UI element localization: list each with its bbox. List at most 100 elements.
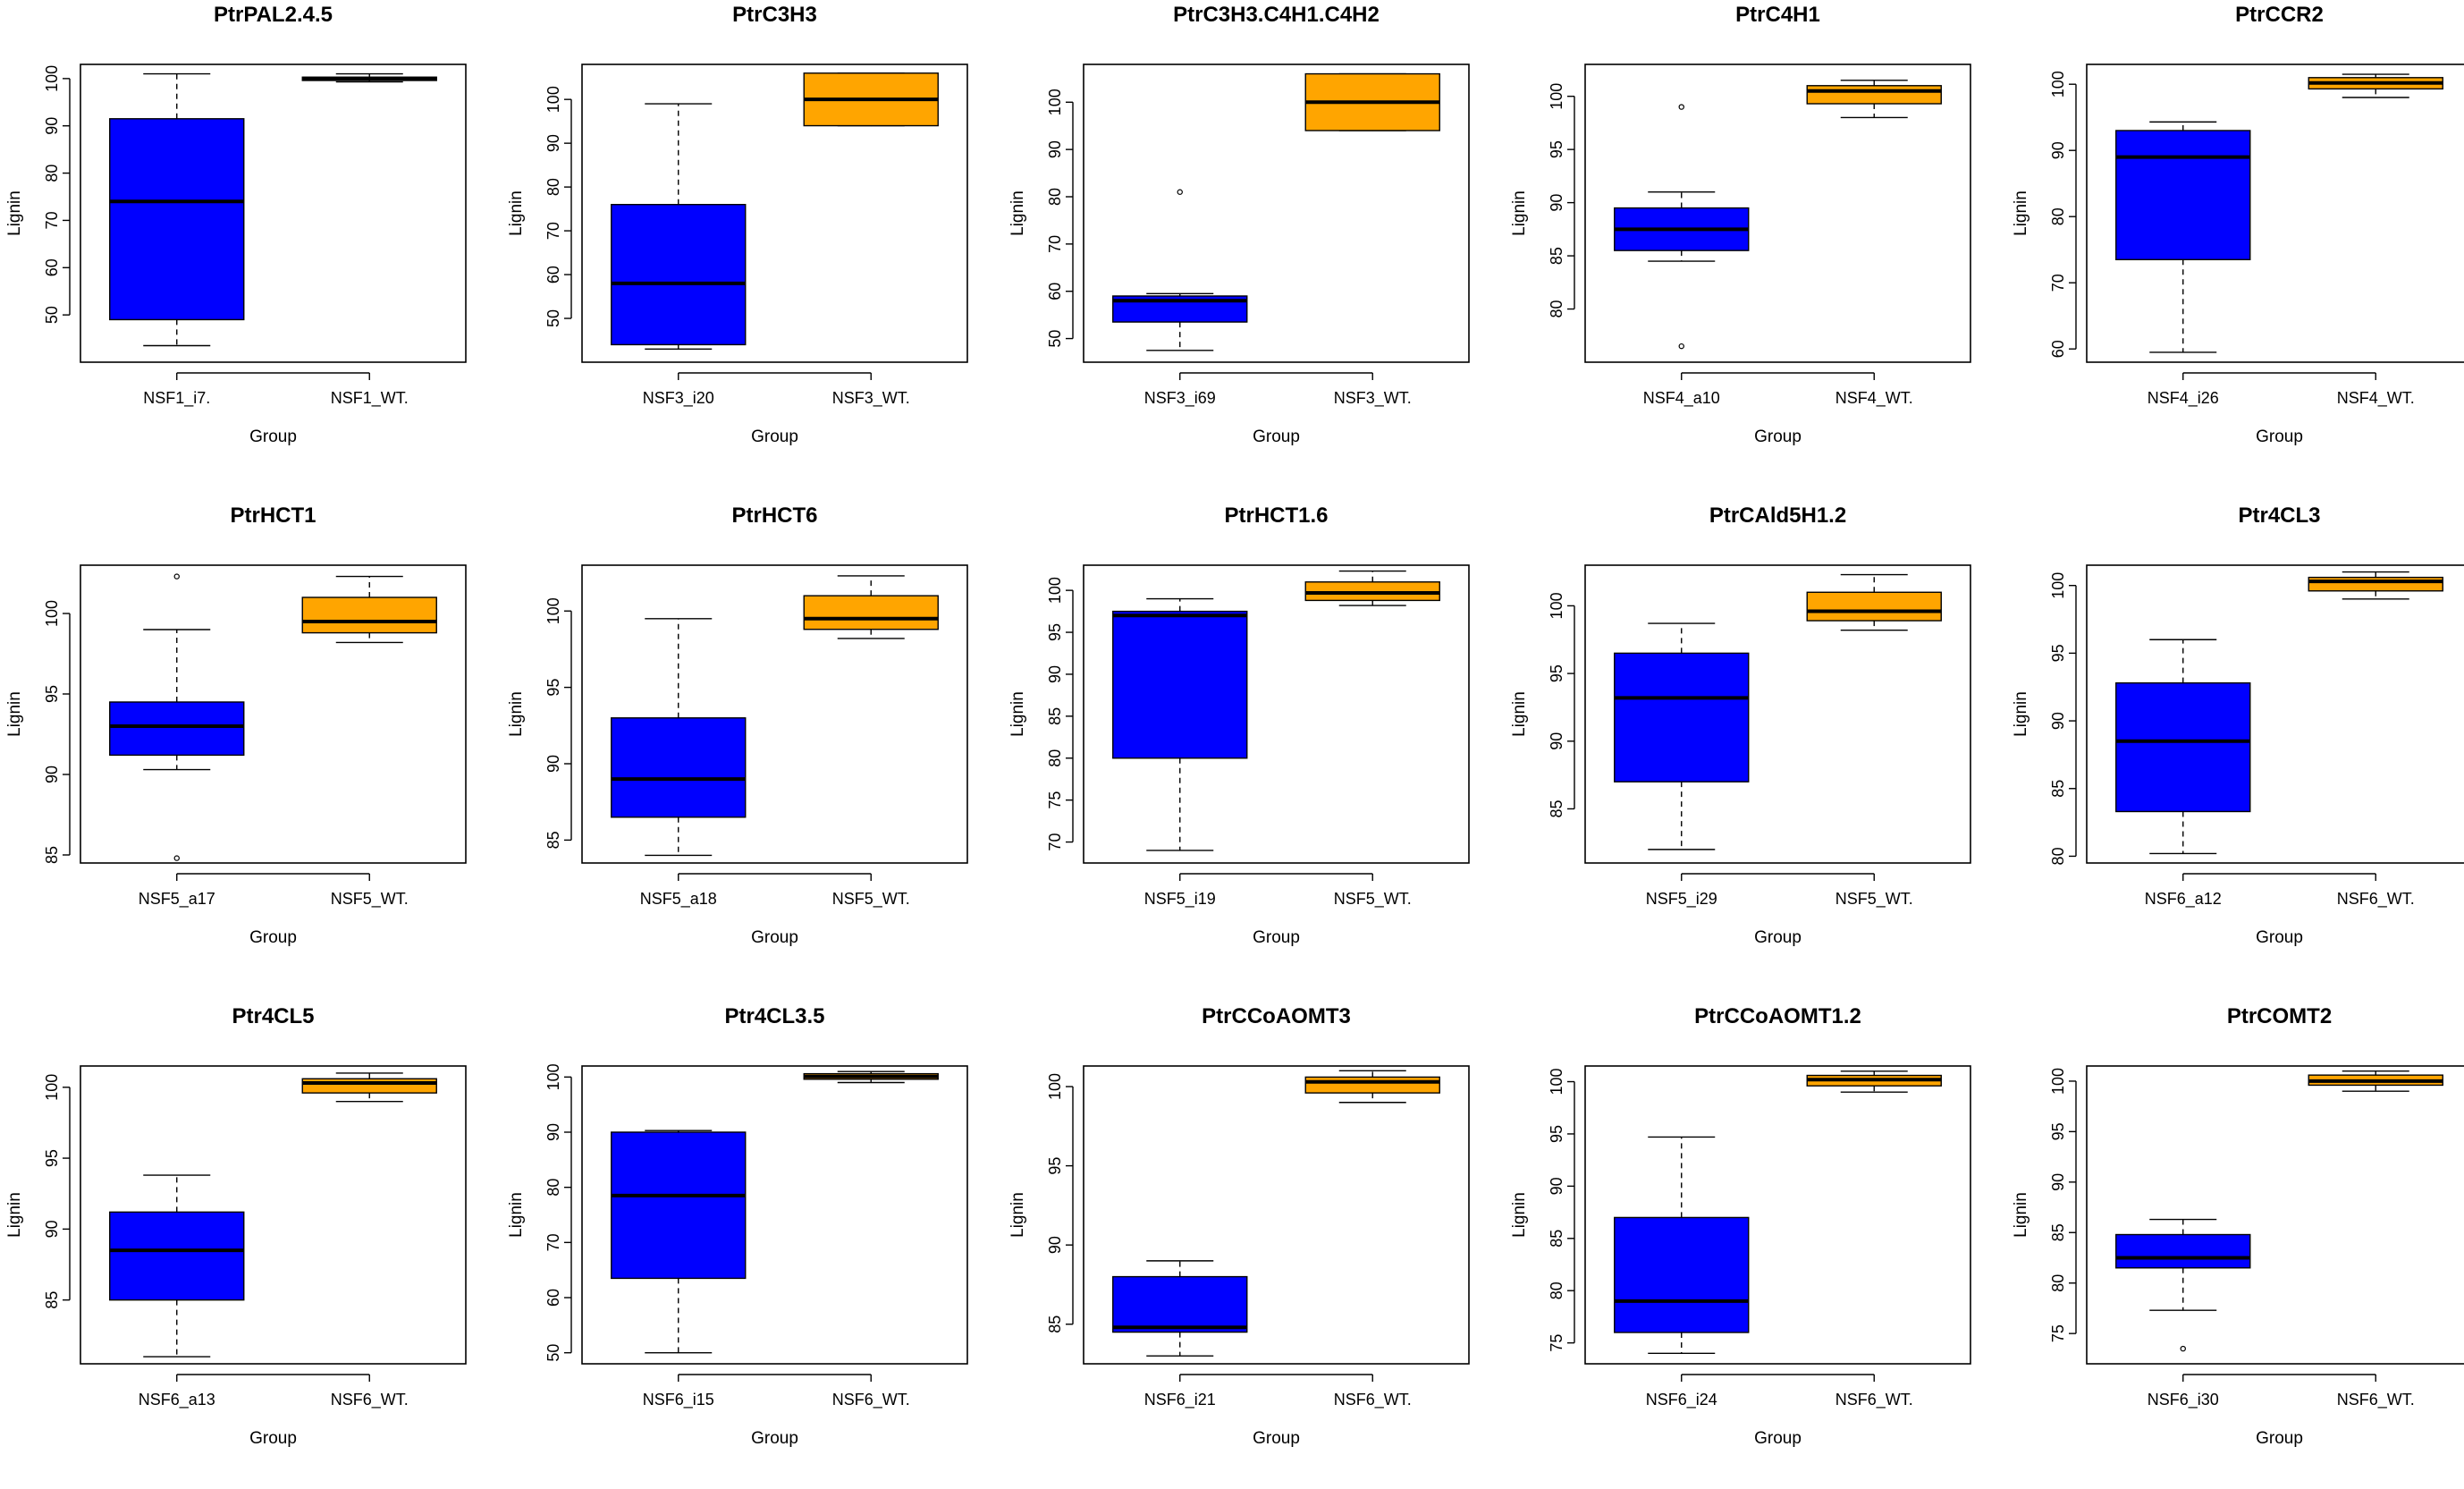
mutant-box [611, 103, 747, 351]
x-tick-label: NSF6_WT. [832, 1391, 910, 1409]
mutant-box [109, 72, 245, 347]
y-axis-label: Lignin [1510, 190, 1529, 236]
x-tick-label: NSF6_i21 [1144, 1391, 1216, 1409]
iqr-box [1806, 591, 1942, 622]
y-tick-label: 100 [1548, 592, 1565, 619]
mutant-box [611, 1129, 747, 1354]
plot-frame [80, 564, 467, 864]
x-tick-label: NSF3_i20 [643, 389, 714, 408]
y-tick-label: 90 [544, 134, 562, 152]
x-axis-label: Group [751, 427, 798, 446]
mutant-box [1614, 104, 1750, 350]
iqr-box [2308, 576, 2443, 592]
x-axis-label: Group [1253, 928, 1300, 947]
y-tick-label: 70 [2049, 274, 2067, 292]
chart-title: Ptr4CL3 [2238, 503, 2320, 528]
y-tick-label: 80 [544, 178, 562, 196]
boxplot-svg: PtrC3H3 50 60 70 80 90 100 Lignin NSF3_i20 NSF3_W… [507, 3, 968, 446]
boxplot-grid: PtrPAL2.4.5 50 60 70 80 90 100 Lignin NSF1_i7. NS… [5, 0, 2464, 1448]
chart-title: PtrCAld5H1.2 [1709, 503, 1846, 528]
chart-panel: PtrCAld5H1.2 85 90 95 100 Lignin NSF5_i29 NSF5_… [1505, 501, 2006, 988]
wildtype-box [803, 1070, 939, 1084]
y-tick-label: 85 [1548, 247, 1565, 265]
mutant-box [611, 618, 747, 857]
wildtype-box [301, 1072, 437, 1103]
plot-frame [2086, 63, 2464, 363]
x-tick-label: NSF6_WT. [2337, 1391, 2415, 1409]
y-tick-label: 80 [43, 165, 61, 182]
chart-title: Ptr4CL3.5 [724, 1004, 824, 1028]
plot-frame [80, 1065, 467, 1365]
iqr-box [1112, 610, 1248, 759]
chart-title: PtrPAL2.4.5 [214, 3, 333, 27]
boxplot-svg: Ptr4CL3.5 50 60 70 80 90 100 Lignin NSF6_i15 NSF6… [507, 1004, 968, 1448]
y-axis-label: Lignin [507, 190, 526, 236]
y-tick-label: 80 [2049, 207, 2067, 225]
plot-frame [581, 1065, 968, 1365]
y-tick-label: 90 [544, 1123, 562, 1141]
y-axis-label: Lignin [2012, 1192, 2030, 1238]
x-tick-label: NSF6_i15 [643, 1391, 714, 1409]
y-tick-label: 95 [1046, 1157, 1064, 1175]
y-tick-label: 85 [43, 846, 61, 864]
iqr-box [611, 204, 747, 346]
boxplot-svg: Ptr4CL5 85 90 95 100 Lignin NSF6_a13 NSF6_WT. Gr… [5, 1004, 467, 1448]
chart-panel: PtrC3H3 50 60 70 80 90 100 Lignin NSF3_i20 NSF3_W… [502, 0, 1003, 487]
y-tick-label: 100 [2049, 572, 2067, 599]
y-tick-label: 90 [1548, 1177, 1565, 1195]
chart-title: PtrHCT6 [731, 503, 817, 528]
y-tick-label: 75 [1548, 1334, 1565, 1352]
mutant-box [2115, 121, 2251, 353]
y-tick-label: 100 [1046, 1073, 1064, 1100]
chart-title: PtrHCT1 [230, 503, 316, 528]
plot-frame [1584, 564, 1971, 864]
plot-frame [581, 63, 968, 363]
outlier-point [1678, 343, 1684, 350]
mutant-box [1112, 597, 1248, 851]
iqr-box [109, 1211, 245, 1301]
chart-title: Ptr4CL5 [232, 1004, 314, 1028]
y-tick-label: 100 [1548, 1069, 1565, 1096]
x-tick-label: NSF3_WT. [1334, 389, 1412, 408]
boxplot-svg: PtrHCT1.6 70 75 80 85 90 95 100 Lignin NSF5_i19 NS… [1008, 503, 1470, 947]
y-tick-label: 95 [1046, 623, 1064, 641]
y-tick-label: 85 [43, 1291, 61, 1309]
x-tick-label: NSF5_i29 [1646, 890, 1717, 909]
y-tick-label: 60 [544, 1289, 562, 1307]
x-tick-label: NSF5_WT. [1835, 890, 1913, 909]
x-tick-label: NSF6_i24 [1646, 1391, 1717, 1409]
y-axis-label: Lignin [5, 1192, 24, 1238]
y-tick-label: 100 [43, 600, 61, 627]
chart-panel: PtrHCT1.6 70 75 80 85 90 95 100 Lignin NSF5_i19 NS… [1003, 501, 1505, 988]
iqr-box [803, 595, 939, 630]
y-tick-label: 90 [2049, 712, 2067, 730]
outlier-point [173, 573, 180, 580]
y-tick-label: 75 [1046, 791, 1064, 809]
wildtype-box [1304, 570, 1440, 606]
x-axis-label: Group [249, 928, 297, 947]
y-tick-label: 100 [1046, 89, 1064, 115]
y-axis-label: Lignin [1510, 691, 1529, 737]
y-tick-label: 100 [2049, 71, 2067, 97]
y-tick-label: 100 [544, 86, 562, 113]
x-tick-label: NSF5_WT. [832, 890, 910, 909]
chart-panel: Ptr4CL5 85 90 95 100 Lignin NSF6_a13 NSF6_WT. Gr… [0, 1002, 502, 1489]
y-tick-label: 100 [544, 1063, 562, 1090]
plot-frame [581, 564, 968, 864]
y-tick-label: 90 [544, 755, 562, 773]
plot-frame [1584, 63, 1971, 363]
mutant-box [2115, 639, 2251, 855]
iqr-box [2115, 1233, 2251, 1269]
y-tick-label: 80 [544, 1179, 562, 1197]
y-tick-label: 90 [1046, 665, 1064, 683]
x-axis-label: Group [751, 928, 798, 947]
mutant-box [1112, 189, 1248, 351]
wildtype-box [2308, 571, 2443, 600]
chart-panel: PtrCOMT2 75 80 85 90 95 100 Lignin NSF6_i30 NSF6_… [2006, 1002, 2464, 1489]
y-axis-label: Lignin [507, 691, 526, 737]
wildtype-box [803, 575, 939, 639]
iqr-box [1614, 652, 1750, 783]
y-tick-label: 50 [544, 309, 562, 327]
iqr-box [1614, 1216, 1750, 1333]
y-tick-label: 70 [1046, 833, 1064, 851]
